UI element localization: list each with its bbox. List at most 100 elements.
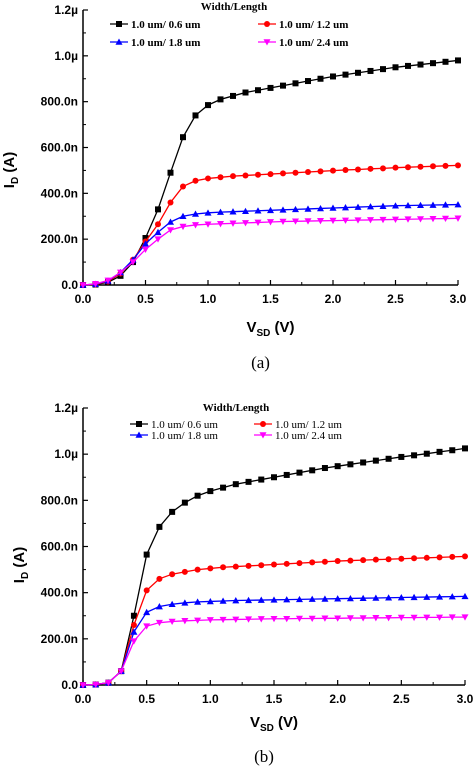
chart-panel-a: 0.0 200.0n 400.0n 600.0n 800.0n 1.0µ 1.2µ 0.0 0.… [1, 1, 467, 372]
series-4-point [179, 223, 187, 231]
series-2-point [405, 164, 411, 171]
series-2-point [442, 162, 449, 169]
series-3-point [295, 595, 303, 603]
legend-title: Width/Length [201, 1, 267, 13]
series-2-point [355, 166, 361, 173]
y-axis-title-subscript: D [20, 572, 31, 579]
series-4-point [104, 277, 112, 284]
y-tick-label: 200.0n [41, 232, 78, 246]
series-4-point [279, 218, 287, 226]
legend-marker-1 [116, 21, 122, 27]
series-2-point [230, 173, 236, 180]
legend-entry-2: 1.0 um/ 1.2 um [275, 419, 342, 431]
y-tick-label: 1.2µ [54, 3, 78, 17]
series-2-point [436, 554, 443, 561]
series-3-point [354, 203, 362, 210]
series-3-point [242, 207, 249, 215]
x-tick-label: 2.0 [325, 292, 342, 306]
series-2-point [267, 171, 274, 178]
series-3-point [229, 208, 237, 215]
series-3-point [245, 596, 253, 604]
series-1-point [142, 235, 149, 242]
series-2-point [347, 557, 354, 564]
series-2-point [207, 565, 214, 572]
x-tick-label: 3.0 [450, 292, 467, 306]
series-2-point [411, 555, 418, 562]
series-4-point [270, 615, 278, 623]
series-1-point [317, 75, 324, 82]
y-tick-label: 1.0µ [54, 447, 78, 461]
x-tick-label: 2.0 [329, 692, 346, 706]
series-3-point [219, 597, 227, 604]
series-2-point [455, 162, 461, 169]
series-1-point [321, 465, 328, 472]
series-1-point [372, 457, 379, 464]
legend-marker-1 [136, 421, 142, 427]
series-2-point [321, 558, 328, 565]
legend-marker-2 [260, 421, 266, 427]
series-4-point [423, 614, 431, 621]
series-4-point [168, 618, 176, 626]
series-4-point [254, 219, 262, 226]
series-4-point [448, 614, 456, 621]
series-4-point [217, 221, 224, 228]
y-tick-label: 600.0n [41, 141, 78, 155]
series-2-point [258, 562, 265, 569]
legend-marker-4 [263, 39, 271, 46]
series-3-point [167, 218, 174, 225]
x-tick-label: 3.0 [457, 692, 474, 706]
series-1-point [309, 467, 316, 474]
series-2-point [194, 566, 201, 573]
series-3-point [142, 240, 149, 247]
series-4-point [367, 217, 374, 224]
series-4-point [442, 215, 449, 223]
series-4-point [142, 246, 149, 253]
series-2-point [205, 175, 211, 182]
series-4-point [206, 617, 214, 624]
series-1-point [360, 459, 367, 466]
series-2-point [271, 561, 277, 568]
x-tick-label: 1.5 [266, 692, 283, 706]
series-3-point [321, 595, 329, 602]
series-1-point [220, 484, 227, 491]
series-1-point [205, 102, 211, 109]
series-3-point [204, 209, 212, 216]
series-1-point [405, 62, 411, 69]
series-1-point [342, 71, 349, 78]
series-4-point [92, 681, 100, 689]
series-1-point [305, 78, 311, 85]
series-1-point [367, 67, 374, 74]
legend-marker-3 [115, 38, 123, 45]
series-2-point [283, 560, 290, 567]
series-3-point [179, 212, 187, 220]
series-2-point [317, 168, 324, 175]
y-tick-label: 600.0n [41, 540, 78, 554]
series-1-point [283, 471, 290, 478]
series-1-point [245, 478, 252, 485]
series-2-point [380, 165, 386, 172]
x-tick-label: 2.5 [393, 692, 410, 706]
x-tick-label: 0.0 [75, 692, 92, 706]
series-3-point [254, 207, 262, 214]
series-4-point [410, 614, 418, 622]
series-1-point [430, 60, 436, 67]
series-4-point [117, 269, 124, 276]
series-4-point [397, 614, 405, 622]
x-tick-label: 1.0 [200, 292, 217, 306]
series-3-point [442, 201, 449, 208]
series-4-point [417, 216, 424, 223]
series-3-point [192, 210, 199, 217]
series-4-point [129, 259, 137, 266]
series-1-point [417, 61, 424, 68]
series-2-point [423, 554, 430, 561]
series-4-point [392, 216, 399, 223]
series-1-point [242, 89, 249, 96]
series-3-point [304, 205, 312, 212]
y-tick-label: 1.2µ [54, 401, 78, 415]
series-3-point [392, 202, 399, 209]
series-1-point [167, 169, 174, 176]
legend-entry-4: 1.0 um/ 2.4 um [279, 37, 348, 49]
y-tick-label: 0.0 [61, 278, 78, 292]
series-4-point [79, 282, 87, 289]
